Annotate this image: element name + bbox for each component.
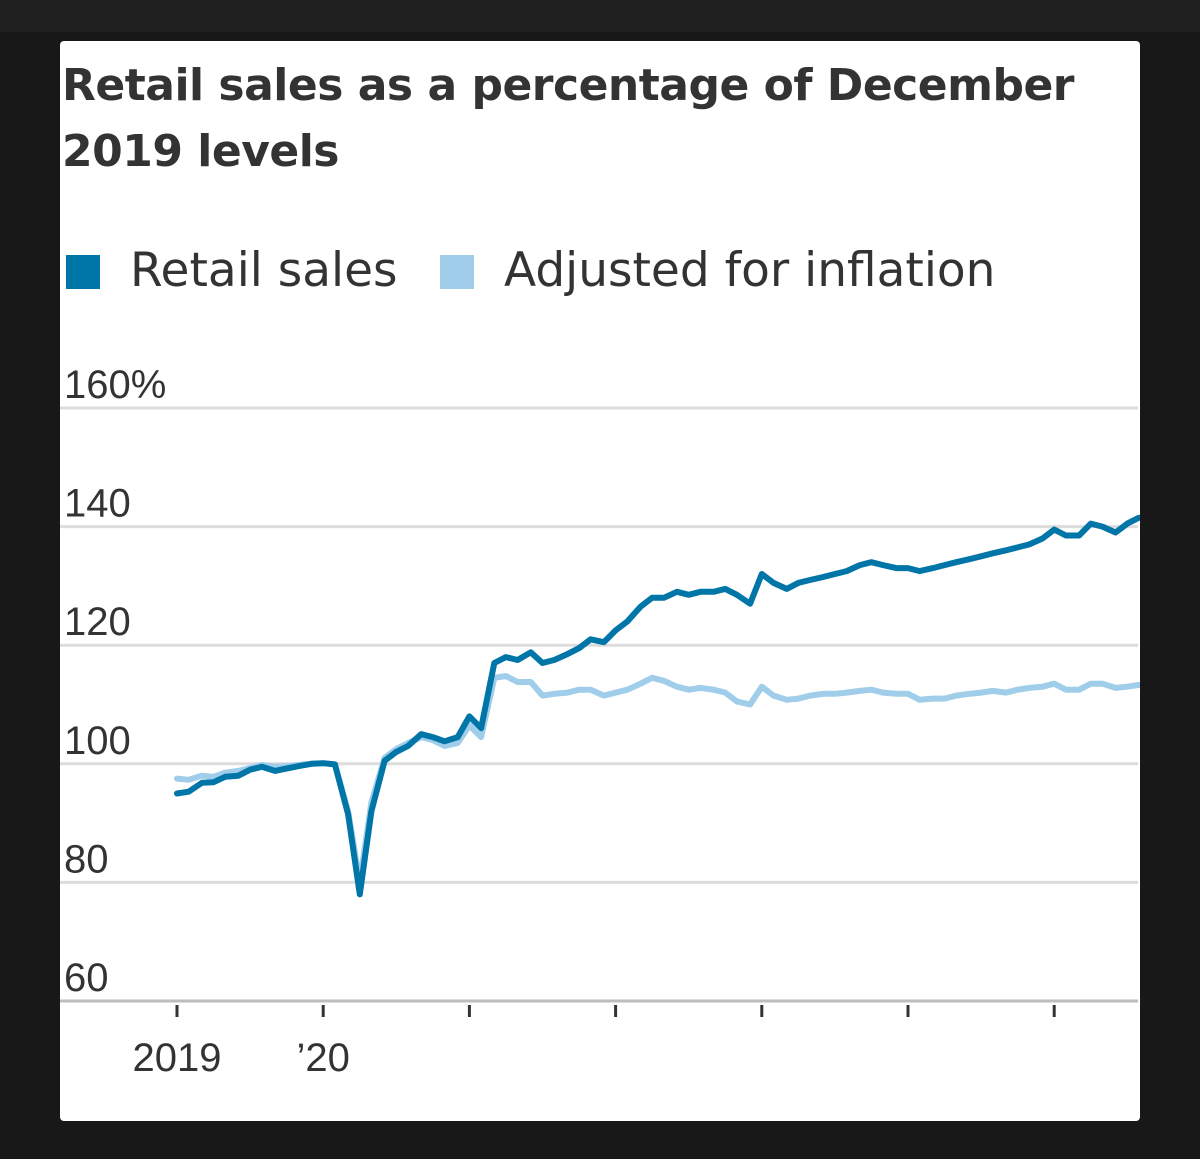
chart-title: Retail sales as a percentage of December… xyxy=(62,60,1074,177)
legend-swatch-retail-sales xyxy=(66,255,100,289)
legend-swatch-adjusted-for-inflation xyxy=(440,255,474,289)
y-tick-label-60: 60 xyxy=(64,956,109,1000)
legend-label-retail-sales: Retail sales xyxy=(130,243,398,298)
chart-card: Retail sales as a percentage of December… xyxy=(60,41,1140,1121)
y-tick-label-80: 80 xyxy=(64,837,109,881)
y-tick-label-100: 100 xyxy=(64,719,131,763)
x-tick-label-2019: 2019 xyxy=(133,1036,222,1080)
y-tick-label-140: 140 xyxy=(64,482,131,526)
series-line-retail-sales xyxy=(174,514,1140,898)
y-tick-label-120: 120 xyxy=(64,600,131,644)
top-bar xyxy=(0,0,1200,32)
legend-label-adjusted-for-inflation: Adjusted for inflation xyxy=(504,243,996,298)
x-tick-label-2020: ’20 xyxy=(297,1036,350,1080)
y-tick-label-160: 160% xyxy=(64,363,166,407)
series-line-adjusted-for-inflation xyxy=(174,673,1140,886)
